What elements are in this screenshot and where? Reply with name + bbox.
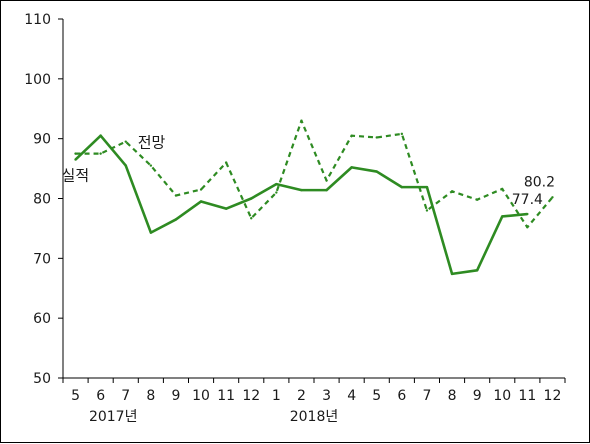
forecast-data-point bbox=[501, 187, 504, 191]
forecast-data-point bbox=[425, 209, 429, 212]
forecast-data-point bbox=[275, 191, 278, 194]
x-tick-label: 11 bbox=[217, 388, 235, 404]
x-tick-label: 5 bbox=[372, 388, 381, 404]
forecast-data-point bbox=[99, 152, 102, 155]
forecast-data-point bbox=[250, 217, 253, 220]
forecast-data-point bbox=[149, 164, 153, 167]
actual-series-line bbox=[74, 134, 528, 276]
actual-data-point bbox=[475, 269, 479, 272]
x-tick-label: 10 bbox=[192, 388, 210, 404]
actual-data-point bbox=[325, 188, 328, 192]
actual-data-point bbox=[400, 185, 404, 189]
x-tick-label: 12 bbox=[544, 388, 562, 404]
y-tick-label: 80 bbox=[33, 192, 51, 208]
x-tick-label: 6 bbox=[96, 388, 105, 404]
y-tick-label: 100 bbox=[24, 72, 51, 88]
actual-data-point bbox=[375, 170, 378, 173]
actual-data-point bbox=[124, 164, 127, 167]
actual-data-point bbox=[149, 231, 153, 234]
x-tick-label: 12 bbox=[242, 388, 260, 404]
forecast-data-point bbox=[375, 136, 378, 139]
forecast-data-point bbox=[526, 226, 529, 229]
actual-data-point bbox=[74, 158, 77, 161]
actual-data-point bbox=[99, 134, 102, 137]
forecast-data-point bbox=[74, 152, 77, 155]
forecast-data-point bbox=[174, 194, 178, 197]
x-tick-label: 3 bbox=[322, 388, 331, 404]
x-tick-label: 5 bbox=[71, 388, 80, 404]
x-tick-label: 9 bbox=[171, 388, 180, 404]
forecast-data-point bbox=[400, 132, 404, 136]
forecast-data-point bbox=[475, 198, 479, 201]
actual-data-point bbox=[450, 272, 454, 276]
forecast-data-point bbox=[224, 161, 228, 164]
x-tick-label: 8 bbox=[146, 388, 155, 404]
forecast-data-point bbox=[325, 179, 328, 182]
x-tick-label: 9 bbox=[473, 388, 482, 404]
actual-data-point bbox=[526, 212, 529, 216]
y-tick-label: 60 bbox=[33, 311, 51, 327]
x-tick-label: 4 bbox=[347, 388, 356, 404]
forecast-series-line bbox=[75, 119, 554, 229]
y-tick-label: 110 bbox=[24, 12, 51, 28]
x-tick-label: 7 bbox=[422, 388, 431, 404]
year-label: 2018년 bbox=[290, 409, 339, 425]
actual-data-point bbox=[425, 185, 429, 189]
forecast-data-point bbox=[551, 196, 554, 199]
actual-data-point bbox=[199, 200, 203, 203]
actual-data-point bbox=[250, 197, 253, 200]
actual-data-point bbox=[224, 207, 228, 210]
actual-data-point bbox=[350, 166, 353, 169]
forecast-series-label: 전망 bbox=[138, 134, 166, 152]
x-tick-label: 7 bbox=[121, 388, 130, 404]
x-tick-label: 6 bbox=[397, 388, 406, 404]
x-tick-label: 8 bbox=[448, 388, 457, 404]
actual-data-point bbox=[174, 218, 178, 221]
forecast-data-point bbox=[300, 119, 303, 122]
forecast-data-point bbox=[124, 140, 127, 143]
y-tick-label: 50 bbox=[33, 371, 51, 387]
y-tick-label: 90 bbox=[33, 132, 51, 148]
x-tick-label: 10 bbox=[493, 388, 511, 404]
actual-data-point bbox=[275, 182, 278, 186]
data-label: 77.4 bbox=[512, 192, 543, 208]
forecast-data-point bbox=[350, 134, 353, 137]
forecast-data-point bbox=[450, 190, 454, 193]
actual-data-point bbox=[501, 215, 504, 218]
x-tick-label: 1 bbox=[272, 388, 281, 404]
x-tick-label: 11 bbox=[518, 388, 536, 404]
forecast-data-point bbox=[199, 188, 203, 191]
x-tick-label: 2 bbox=[297, 388, 306, 404]
y-tick-label: 70 bbox=[33, 251, 51, 267]
actual-series-label: 실적 bbox=[62, 167, 90, 185]
actual-data-point bbox=[300, 188, 303, 192]
year-label: 2017년 bbox=[89, 409, 138, 425]
data-label: 80.2 bbox=[524, 174, 555, 190]
